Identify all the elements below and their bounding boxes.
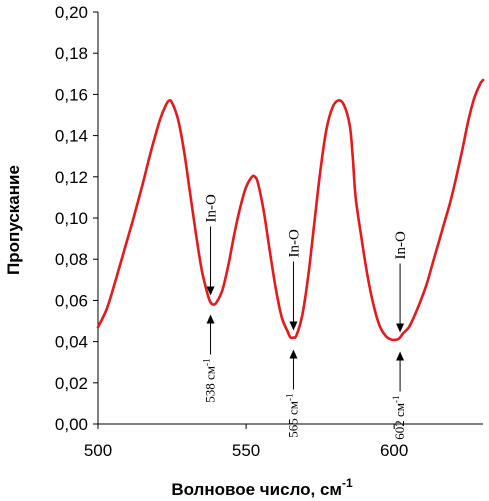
band-up-arrow (206, 314, 215, 355)
band-wavenumber-value: 565 см (285, 401, 300, 438)
y-tick-label: 0,18 (55, 44, 88, 63)
y-tick-label: 0,12 (55, 168, 88, 187)
y-tick-label: 0,00 (55, 415, 88, 434)
y-tick-label: 0,02 (55, 374, 88, 393)
band-wavenumber-value: 538 см (203, 366, 218, 403)
y-tick-label: 0,10 (55, 209, 88, 228)
x-tick-label: 550 (232, 441, 260, 460)
band-wavenumber-label: 538 см-1 (202, 358, 218, 402)
band-assignment-label: In-O (286, 229, 302, 257)
band-wavenumber-superscript: -1 (391, 396, 401, 404)
band-down-arrow (289, 261, 298, 331)
y-tick-label: 0,16 (55, 85, 88, 104)
band-assignment-label: In-O (393, 231, 409, 259)
y-tick-label: 0,06 (55, 291, 88, 310)
x-axis-title: Волновое число, см-1 (171, 476, 353, 499)
x-axis-ticks: 500 550 600 (84, 424, 408, 460)
x-tick-label: 500 (84, 441, 112, 460)
band-wavenumber-label: 602 см-1 (391, 396, 407, 440)
y-tick-label: 0,14 (55, 127, 88, 146)
band-wavenumber-value: 602 см (392, 403, 407, 440)
y-tick-label: 0,08 (55, 250, 88, 269)
y-tick-label: 0,04 (55, 333, 88, 352)
y-axis-ticks: 0,00 0,02 0,04 0,06 0,08 0,10 0,12 0,14 0,16 0,18… (55, 3, 98, 434)
transmittance-series-line (96, 78, 485, 342)
band-up-arrow (289, 349, 298, 390)
band-assignment-label: In-O (204, 194, 220, 222)
band-down-arrow (206, 226, 215, 296)
band-wavenumber-superscript: -1 (284, 393, 294, 401)
x-axis-title-text: Волновое число, см (171, 480, 342, 499)
y-tick-label: 0,20 (55, 3, 88, 22)
band-wavenumber-superscript: -1 (202, 358, 212, 366)
y-axis-title: Пропускание (4, 165, 23, 275)
band-wavenumber-label: 565 см-1 (284, 393, 300, 437)
x-axis-title-superscript: -1 (342, 476, 353, 490)
x-tick-label: 600 (380, 441, 408, 460)
band-up-arrow (396, 351, 405, 392)
band-down-arrow (396, 263, 405, 333)
